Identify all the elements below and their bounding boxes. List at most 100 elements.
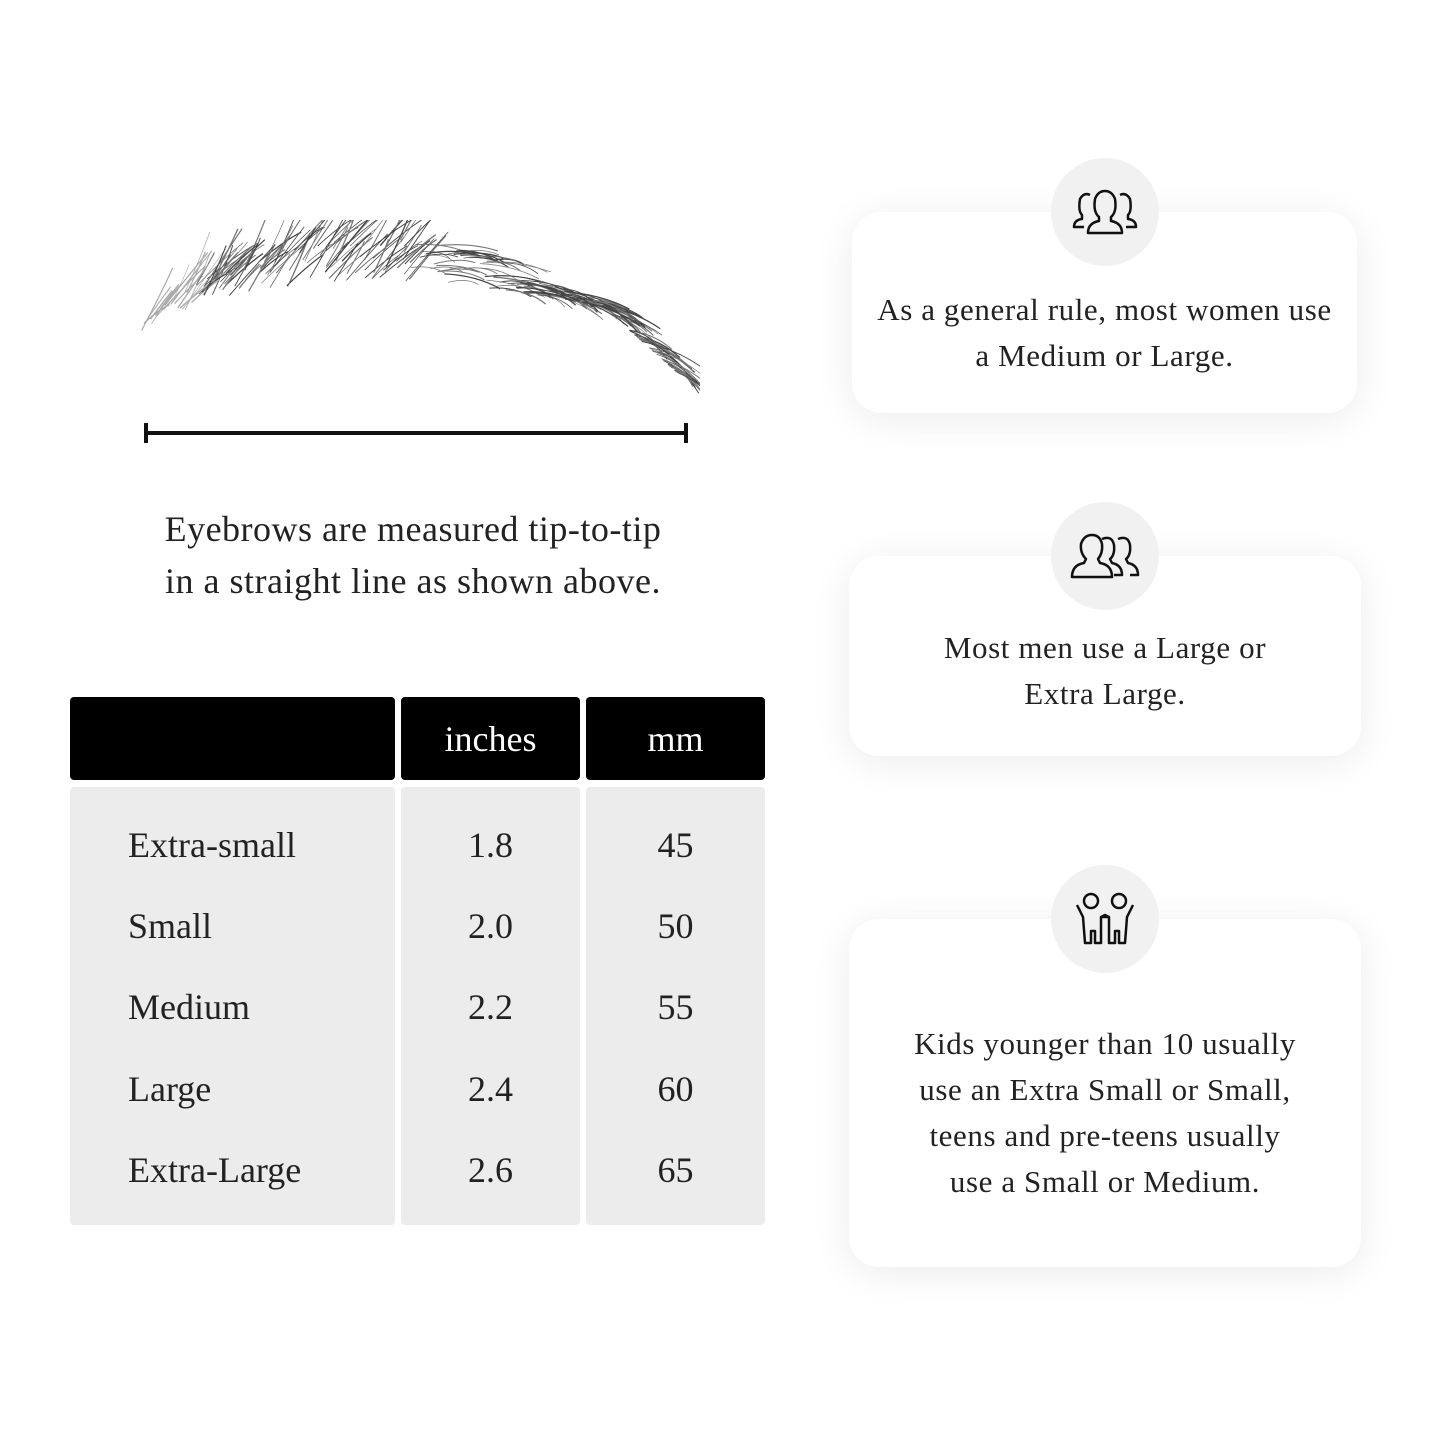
eyebrow-hair-stroke bbox=[669, 365, 694, 387]
eyebrow-hair-stroke bbox=[179, 272, 225, 309]
women-group-icon bbox=[1072, 189, 1138, 235]
eyebrow-hair-stroke bbox=[319, 220, 347, 256]
eyebrow-hair-stroke bbox=[505, 289, 547, 305]
eyebrow-hair-stroke bbox=[141, 267, 174, 331]
eyebrow-hair-stroke bbox=[203, 245, 227, 296]
eyebrow-hair-stroke bbox=[439, 270, 485, 281]
eyebrow-hair-stroke bbox=[634, 334, 662, 351]
eyebrow-hair-stroke bbox=[569, 297, 599, 312]
eyebrow-hair-stroke bbox=[564, 291, 630, 310]
eyebrow-hair-stroke bbox=[177, 264, 209, 309]
eyebrow-hair-stroke bbox=[359, 220, 413, 258]
eyebrow-hair-stroke bbox=[203, 228, 243, 287]
eyebrow-hair-stroke bbox=[201, 248, 238, 293]
eyebrow-hair-stroke bbox=[494, 275, 559, 288]
eyebrow-hair-stroke bbox=[333, 242, 359, 282]
eyebrow-hair-stroke bbox=[297, 226, 325, 251]
eyebrow-hair-stroke bbox=[248, 244, 276, 292]
eyebrow-hair-stroke bbox=[479, 263, 540, 280]
eyebrow-hair-stroke bbox=[489, 287, 532, 298]
eyebrow-hair-stroke bbox=[328, 220, 354, 244]
men-icon-circle bbox=[1051, 502, 1159, 610]
eyebrow-hair-stroke bbox=[188, 249, 225, 302]
table-cell-size: Large bbox=[128, 1069, 212, 1109]
eyebrow-hair-stroke bbox=[330, 228, 377, 268]
header-size bbox=[70, 697, 395, 780]
eyebrow-hair-stroke bbox=[147, 286, 172, 319]
eyebrow-hair-stroke bbox=[269, 253, 291, 289]
men-card-text: Most men use a Large or Extra Large. bbox=[943, 630, 1267, 711]
eyebrow-hair-stroke bbox=[396, 234, 437, 269]
eyebrow-hair-stroke bbox=[609, 312, 658, 345]
measurement-caption: Eyebrows are measured tip-to-tip in a st… bbox=[90, 503, 736, 607]
eyebrow-hair-stroke bbox=[306, 240, 340, 264]
eyebrow-hair-stroke bbox=[433, 259, 476, 265]
eyebrow-hair-stroke bbox=[424, 254, 456, 263]
eyebrow-hair-stroke bbox=[379, 220, 404, 247]
eyebrow-hair-stroke bbox=[602, 306, 632, 327]
eyebrow-hair-stroke bbox=[204, 255, 244, 287]
eyebrow-hair-stroke bbox=[486, 260, 521, 272]
table-cell-inches: 2.0 bbox=[468, 906, 513, 946]
eyebrow-hair-stroke bbox=[299, 226, 317, 254]
eyebrow-hair-stroke bbox=[396, 240, 423, 262]
measurement-line bbox=[144, 423, 688, 443]
eyebrow-hair-stroke bbox=[572, 297, 629, 327]
eyebrow-hair-stroke bbox=[545, 293, 601, 318]
eyebrow-hair-stroke bbox=[537, 294, 573, 310]
eyebrow-hair-stroke bbox=[172, 250, 213, 303]
eyebrow-hair-stroke bbox=[164, 252, 209, 306]
eyebrow-hair-stroke bbox=[515, 286, 580, 302]
eyebrow-hair-stroke bbox=[408, 234, 447, 280]
men-group-icon bbox=[1070, 533, 1140, 579]
table-cell-mm: 65 bbox=[657, 1150, 694, 1190]
kids-icon bbox=[1075, 892, 1135, 945]
mm-column bbox=[586, 787, 765, 1225]
eyebrow-hair-stroke bbox=[430, 266, 463, 272]
eyebrow-hair-stroke bbox=[410, 266, 447, 275]
eyebrow-hair-stroke bbox=[382, 245, 419, 271]
eyebrow-hair-stroke bbox=[224, 254, 257, 285]
eyebrow-hair-stroke bbox=[641, 340, 672, 355]
kids-card: Kids younger than 10 usually use an Extr… bbox=[849, 919, 1361, 1267]
eyebrow-hair-stroke bbox=[385, 220, 409, 267]
eyebrow-hair-stroke bbox=[196, 242, 244, 286]
eyebrow-hair-stroke bbox=[155, 285, 181, 316]
eyebrow-hair-stroke bbox=[365, 220, 384, 244]
eyebrow-hair-stroke bbox=[214, 252, 239, 280]
eyebrow-hair-stroke bbox=[456, 250, 507, 264]
eyebrow-hair-stroke bbox=[364, 245, 408, 279]
eyebrow-hair-stroke bbox=[662, 359, 700, 380]
eyebrow-hair-stroke bbox=[364, 220, 388, 261]
caption-line-2: in a straight line as shown above. bbox=[165, 561, 661, 601]
eyebrow-hair-stroke bbox=[228, 244, 276, 296]
table-cell-inches: 1.8 bbox=[468, 825, 513, 865]
eyebrow-hair-stroke bbox=[341, 232, 372, 262]
eyebrow-hair-stroke bbox=[244, 237, 261, 271]
eyebrow-hair-stroke bbox=[281, 220, 301, 250]
eyebrow-hair-stroke bbox=[336, 220, 369, 243]
header-inches: inches bbox=[401, 697, 580, 780]
eyebrow-hair-stroke bbox=[184, 231, 211, 293]
eyebrow-hair-stroke bbox=[651, 349, 700, 384]
eyebrow-hair-stroke bbox=[293, 227, 323, 251]
eyebrow-hair-stroke bbox=[409, 239, 438, 263]
eyebrow-hair-stroke bbox=[468, 256, 509, 268]
kids-icon-circle bbox=[1051, 865, 1159, 973]
table-cell-mm: 45 bbox=[657, 825, 694, 865]
eyebrow-hair-stroke bbox=[662, 359, 700, 390]
eyebrow-hair-stroke bbox=[634, 334, 681, 359]
eyebrow-hair-stroke bbox=[499, 280, 531, 287]
eyebrow-hair-stroke bbox=[242, 220, 266, 272]
eyebrow-hair-stroke bbox=[286, 254, 324, 287]
eyebrow-hair-stroke bbox=[173, 263, 190, 300]
table-cell-inches: 2.2 bbox=[468, 987, 513, 1027]
eyebrow-hair-stroke bbox=[275, 229, 311, 267]
table-cell-mm: 55 bbox=[657, 987, 694, 1027]
eyebrow-hair-stroke bbox=[582, 301, 641, 327]
eyebrow-hair-stroke bbox=[384, 220, 401, 248]
table-cell-mm: 50 bbox=[657, 906, 694, 946]
eyebrow-hair-stroke bbox=[676, 371, 700, 387]
eyebrow-hair-stroke bbox=[436, 244, 499, 252]
eyebrow-hair-stroke bbox=[404, 240, 431, 265]
